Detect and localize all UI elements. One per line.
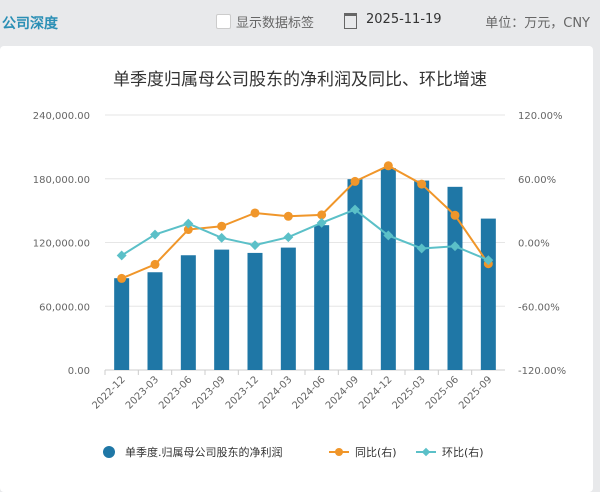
bar [314,225,330,370]
x-tick-label: 2025-03 [390,374,427,411]
x-tick-label: 2023-03 [124,374,161,411]
x-tick-label: 2022-12 [90,374,127,411]
x-tick-label: 2023-12 [224,374,261,411]
x-tick-label: 2025-06 [424,374,461,411]
left-tick-label: 120,000.00 [33,239,90,250]
right-tick-label: 0.00% [518,239,550,250]
left-tick-label: 0.00 [68,366,90,377]
bar [114,278,130,370]
x-tick-label: 2024-06 [290,374,327,411]
unit-label: 单位：万元，CNY [485,16,590,31]
left-tick-label: 60,000.00 [39,302,90,313]
calendar-icon[interactable] [344,13,357,29]
legend-marker-yoy [335,448,343,456]
qoq-point [250,240,260,251]
qoq-point [383,230,394,241]
bar [347,179,363,370]
qoq-point [183,218,194,229]
qoq-point [316,217,327,228]
legend-label: 环比(右) [442,445,484,459]
bar [147,272,163,370]
right-tick-label: 120.00% [518,111,563,122]
qoq-point [483,255,494,266]
show-labels-checkbox[interactable] [216,14,231,29]
yoy-point [250,208,260,218]
yoy-point [283,211,293,221]
x-tick-label: 2023-06 [157,374,194,411]
yoy-point [450,210,460,220]
yoy-point [317,210,327,220]
show-labels-label[interactable]: 显示数据标签 [236,16,315,31]
yoy-point [350,176,360,186]
qoq-point [216,232,227,243]
bar [180,255,196,370]
x-tick-label: 2024-09 [324,374,361,411]
bar [380,168,396,370]
yoy-point [217,221,227,231]
yoy-point [117,273,127,283]
yoy-point [417,179,427,189]
yoy-point [383,161,393,171]
bar [280,247,296,370]
date-picker[interactable]: 2025-11-19 [366,12,442,27]
bar [447,186,463,370]
yoy-point [150,259,160,269]
toolbar: 公司深度 显示数据标签 2025-11-19 单位：万元，CNY [0,0,600,46]
right-tick-label: -120.00% [518,366,566,377]
qoq-point [450,241,460,252]
legend-label: 单季度.归属母公司股东的净利润 [125,445,283,459]
qoq-point [116,250,127,261]
x-tick-label: 2025-09 [457,374,494,411]
bar [247,252,263,370]
bar [414,180,430,370]
right-tick-label: 60.00% [518,175,556,186]
qoq-point [350,204,360,215]
qoq-point [150,229,160,240]
legend-label: 同比(右) [355,445,397,459]
legend-marker-bar [103,446,115,458]
yoy-point [183,225,193,235]
left-tick-label: 180,000.00 [33,175,90,186]
line-qoq [121,208,489,262]
bar [214,249,230,370]
x-tick-label: 2023-09 [190,374,227,411]
brand-label[interactable]: 公司深度 [2,16,58,32]
x-tick-label: 2024-12 [357,374,394,411]
qoq-point [416,243,427,254]
right-tick-label: -60.00% [518,302,560,313]
left-tick-label: 240,000.00 [33,111,90,122]
line-yoy [121,164,490,280]
bar [480,218,496,370]
x-tick-label: 2024-03 [257,374,294,411]
legend-marker-qoq [421,447,431,457]
qoq-point [283,232,294,243]
chart-title: 单季度归属母公司股东的净利润及同比、环比增速 [113,70,487,90]
